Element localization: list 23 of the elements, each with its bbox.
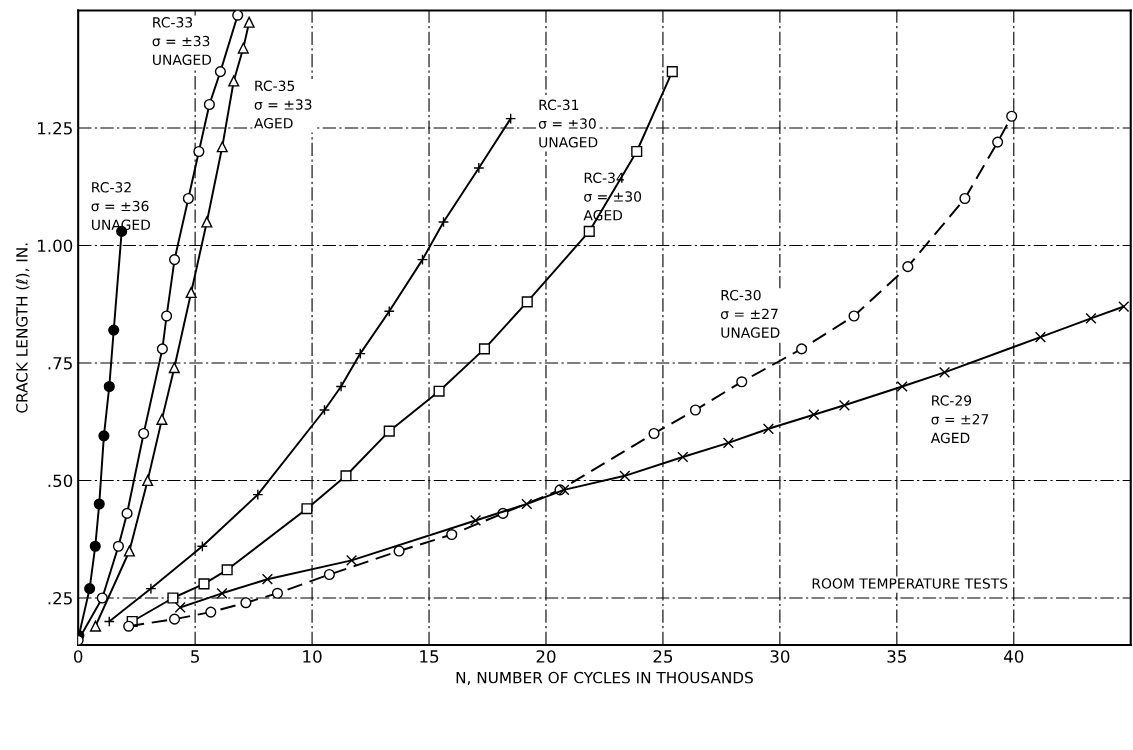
y-axis-title: CRACK LENGTH (ℓ), IN.	[15, 243, 30, 413]
series-label: RC-33 σ = ±33 UNAGED	[152, 17, 212, 66]
x-tick-label: 0	[73, 650, 83, 663]
y-tick-label: 1.00	[38, 239, 73, 253]
x-tick-label: 35	[887, 650, 906, 663]
series-label: RC-32 σ = ±36 UNAGED	[91, 182, 151, 230]
series-label: RC-35 σ = ±33 AGED	[254, 80, 312, 129]
x-tick-label: 10	[303, 650, 322, 663]
x-tick-label: 5	[191, 650, 199, 663]
y-tick-label: .50	[48, 474, 73, 488]
x-tick-label: 20	[536, 650, 556, 663]
x-tick-label: 15	[420, 650, 439, 663]
x-tick-label: 25	[653, 650, 673, 663]
annotation: ROOM TEMPERATURE TESTS	[812, 578, 1008, 589]
x-tick-label: 30	[770, 650, 790, 663]
y-tick-label: 1.25	[38, 121, 72, 135]
series-label: RC-30 σ = ±27 UNAGED	[721, 289, 780, 338]
x-tick-label: 40	[1003, 650, 1024, 663]
y-tick-label: .25	[48, 591, 72, 605]
y-tick-label: .75	[48, 357, 72, 370]
series-label: RC-31 σ = ±30 UNAGED	[538, 99, 598, 148]
series-label: RC-29 σ = ±27 AGED	[930, 395, 989, 444]
x-axis-title: N, NUMBER OF CYCLES IN THOUSANDS	[456, 671, 753, 685]
